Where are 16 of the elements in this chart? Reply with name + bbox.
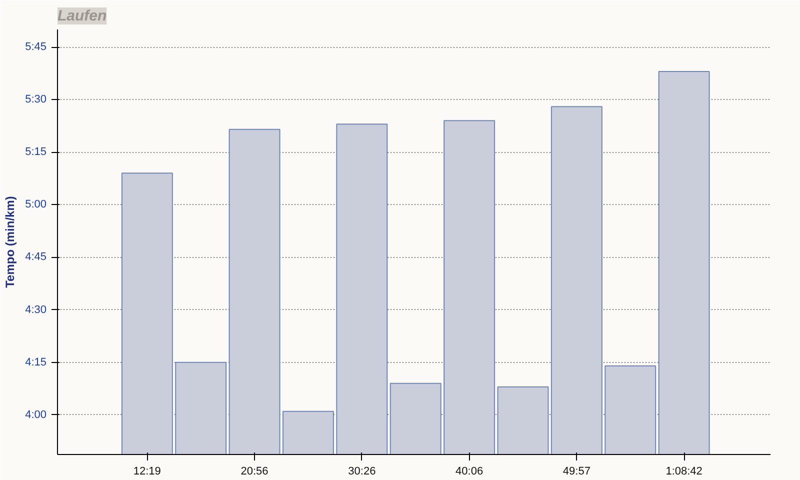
y-tick-label: 5:45 xyxy=(25,41,47,54)
x-tick-label: 1:08:42 xyxy=(666,466,702,478)
y-tick-label: 5:00 xyxy=(25,198,47,211)
x-tick-label: 40:06 xyxy=(456,466,484,478)
y-tick-label: 4:00 xyxy=(25,408,47,421)
x-tick-label: 12:19 xyxy=(133,466,161,478)
x-tick-label: 30:26 xyxy=(348,466,376,478)
y-tick-label: 5:30 xyxy=(25,94,47,106)
y-tick-label: 4:15 xyxy=(25,356,47,368)
chart-title: Laufen xyxy=(58,8,107,24)
y-tick-label: 4:30 xyxy=(25,304,47,316)
y-tick-label: 4:45 xyxy=(25,251,47,264)
x-tick-label: 20:56 xyxy=(240,466,268,478)
y-axis-title: Tempo (min/km) xyxy=(3,196,18,288)
y-tick-label: 5:15 xyxy=(25,146,47,158)
x-tick-label: 49:57 xyxy=(562,466,590,478)
